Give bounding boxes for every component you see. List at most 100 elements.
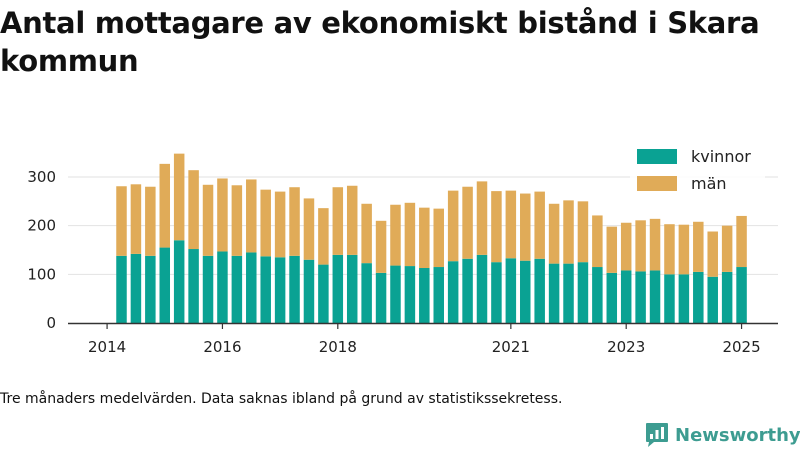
bar-man xyxy=(231,185,243,256)
bar-kvinnor xyxy=(289,255,300,323)
bar-man xyxy=(375,220,387,273)
bar-man xyxy=(678,224,690,275)
bar-man xyxy=(563,200,574,264)
bar-kvinnor xyxy=(678,274,690,323)
bar-man xyxy=(260,189,271,257)
bar-man xyxy=(202,184,214,256)
brand-logo: Newsworthy xyxy=(645,420,800,450)
bar-kvinnor xyxy=(548,263,560,323)
bar-man xyxy=(419,207,430,269)
bar-series xyxy=(116,153,747,323)
bar-kvinnor xyxy=(375,272,387,323)
bar-man xyxy=(693,221,704,272)
bar-kvinnor xyxy=(173,240,185,323)
bar-kvinnor xyxy=(231,255,243,323)
legend-swatch xyxy=(637,176,677,191)
x-tick-label: 2025 xyxy=(722,338,760,356)
bar-man xyxy=(188,170,199,250)
bar-kvinnor xyxy=(332,254,344,323)
y-tick-label: 200 xyxy=(27,217,56,235)
bar-kvinnor xyxy=(606,272,618,323)
bar-kvinnor xyxy=(577,262,589,323)
bar-kvinnor xyxy=(433,267,444,323)
bar-man xyxy=(635,220,646,272)
bar-kvinnor xyxy=(491,262,502,323)
bar-man xyxy=(721,225,733,272)
bar-man xyxy=(361,203,372,264)
bar-kvinnor xyxy=(390,265,401,323)
bar-kvinnor xyxy=(520,260,531,323)
bar-kvinnor xyxy=(361,263,372,323)
bar-kvinnor xyxy=(563,263,574,323)
bar-man xyxy=(159,163,171,248)
bar-man xyxy=(620,222,632,271)
bar-man xyxy=(476,181,488,255)
bar-man xyxy=(116,186,127,256)
bar-kvinnor xyxy=(707,276,718,323)
bar-kvinnor xyxy=(159,247,171,323)
bar-kvinnor xyxy=(419,268,430,323)
legend-label: kvinnor xyxy=(691,147,751,166)
bar-kvinnor xyxy=(649,270,661,323)
bar-man xyxy=(520,193,531,261)
bar-man xyxy=(505,190,517,259)
x-tick-label: 2021 xyxy=(492,338,530,356)
bar-kvinnor xyxy=(404,266,416,323)
bar-man xyxy=(173,153,185,241)
legend: kvinnor män xyxy=(630,143,765,199)
bar-man xyxy=(462,186,473,259)
y-tick-label: 0 xyxy=(46,314,56,332)
bar-man xyxy=(346,185,358,255)
y-tick-label: 100 xyxy=(27,265,56,283)
bar-man xyxy=(606,226,618,273)
y-tick-label: 300 xyxy=(27,168,56,186)
bar-man xyxy=(390,204,401,266)
bar-kvinnor xyxy=(217,251,228,323)
bar-man xyxy=(592,215,603,268)
bar-man xyxy=(649,218,661,271)
bar-man xyxy=(447,190,459,262)
bar-man xyxy=(664,224,675,275)
x-tick-label: 2023 xyxy=(607,338,645,356)
bar-kvinnor xyxy=(476,254,488,323)
bar-man xyxy=(318,208,329,265)
bar-man xyxy=(491,191,502,263)
bar-kvinnor xyxy=(447,261,459,323)
bar-kvinnor xyxy=(188,249,199,323)
x-tick-label: 2018 xyxy=(319,338,357,356)
bar-man xyxy=(303,198,315,260)
bar-man xyxy=(548,203,560,264)
bar-kvinnor xyxy=(534,258,545,323)
legend-swatch xyxy=(637,149,677,164)
bar-kvinnor xyxy=(592,267,603,323)
bar-kvinnor xyxy=(462,258,473,323)
bar-man xyxy=(217,178,228,252)
bar-kvinnor xyxy=(145,255,156,323)
bar-man xyxy=(274,191,286,258)
bar-man xyxy=(577,201,589,263)
bar-kvinnor xyxy=(202,255,214,323)
bar-kvinnor xyxy=(303,259,315,323)
bar-man xyxy=(332,187,344,255)
bar-man xyxy=(289,187,300,256)
bar-kvinnor xyxy=(664,274,675,323)
bar-man xyxy=(433,208,444,268)
x-axis: 2014 2016 2018 2021 2023 2025 xyxy=(68,322,778,356)
brand-name: Newsworthy xyxy=(675,424,800,446)
bar-man xyxy=(145,186,156,256)
bar-man xyxy=(130,184,142,254)
x-tick-label: 2014 xyxy=(88,338,126,356)
bar-kvinnor xyxy=(346,254,358,323)
bar-kvinnor xyxy=(620,270,632,323)
legend-label: män xyxy=(691,174,727,193)
bar-man xyxy=(404,202,416,267)
bar-kvinnor xyxy=(130,253,142,323)
bar-kvinnor xyxy=(116,255,127,323)
bar-kvinnor xyxy=(721,271,733,323)
bar-man xyxy=(707,231,718,277)
x-tick-label: 2016 xyxy=(203,338,241,356)
bar-man xyxy=(736,215,747,268)
newsworthy-logo-icon xyxy=(646,423,668,447)
footnote: Tre månaders medelvärden. Data saknas ib… xyxy=(0,391,563,407)
